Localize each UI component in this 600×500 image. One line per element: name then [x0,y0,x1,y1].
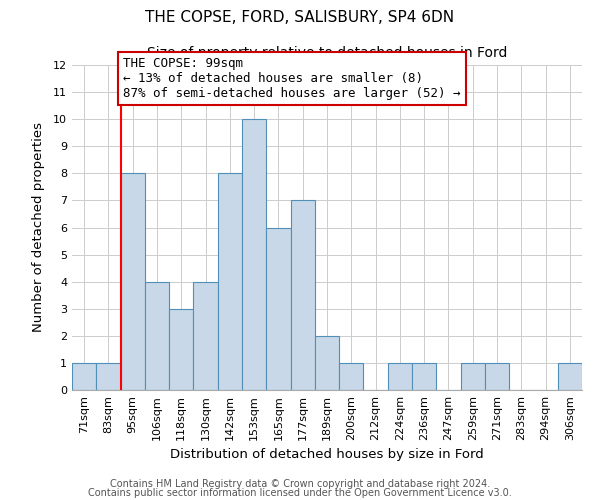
Text: Contains HM Land Registry data © Crown copyright and database right 2024.: Contains HM Land Registry data © Crown c… [110,479,490,489]
Bar [339,363,364,390]
Bar [315,336,339,390]
Bar [169,308,193,390]
Bar [193,282,218,390]
Bar [218,174,242,390]
Y-axis label: Number of detached properties: Number of detached properties [32,122,44,332]
Bar [290,200,315,390]
Bar [388,363,412,390]
Bar [121,174,145,390]
X-axis label: Distribution of detached houses by size in Ford: Distribution of detached houses by size … [170,448,484,462]
Bar [485,363,509,390]
Title: Size of property relative to detached houses in Ford: Size of property relative to detached ho… [147,46,507,60]
Bar [145,282,169,390]
Bar [72,363,96,390]
Bar [558,363,582,390]
Bar [96,363,121,390]
Text: THE COPSE, FORD, SALISBURY, SP4 6DN: THE COPSE, FORD, SALISBURY, SP4 6DN [145,10,455,25]
Bar [461,363,485,390]
Bar [412,363,436,390]
Text: THE COPSE: 99sqm
← 13% of detached houses are smaller (8)
87% of semi-detached h: THE COPSE: 99sqm ← 13% of detached house… [123,57,461,100]
Bar [242,119,266,390]
Bar [266,228,290,390]
Text: Contains public sector information licensed under the Open Government Licence v3: Contains public sector information licen… [88,488,512,498]
